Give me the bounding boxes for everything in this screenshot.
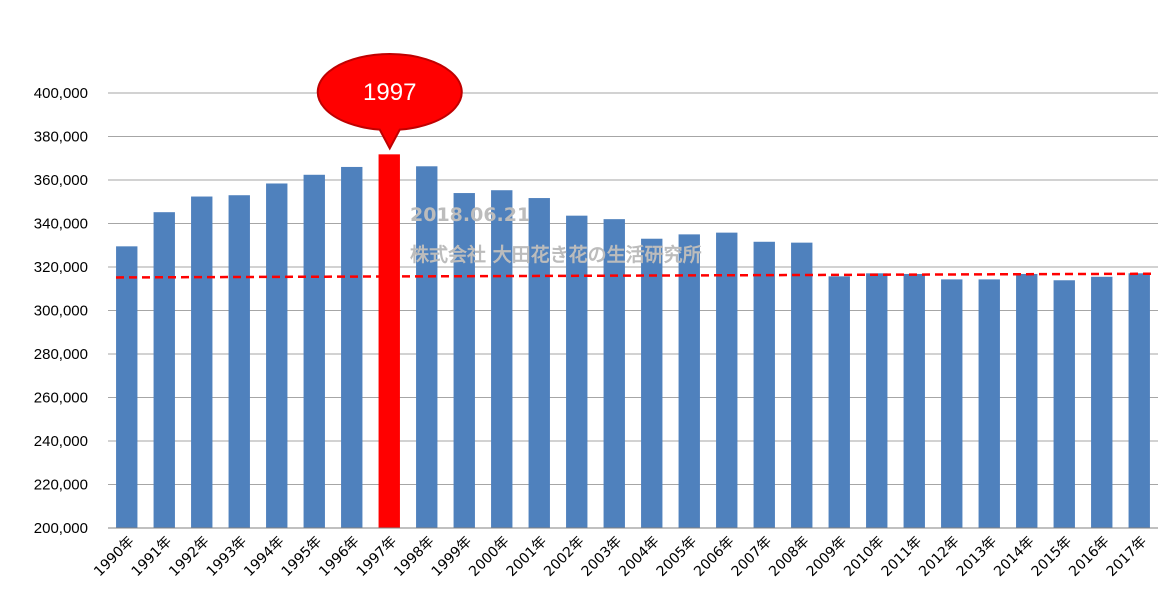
watermark-org: 株式会社 大田花き花の生活研究所 bbox=[410, 243, 702, 266]
callout-text: 1997 bbox=[363, 79, 416, 106]
y-tick-label: 220,000 bbox=[34, 477, 88, 494]
gridlines bbox=[108, 92, 1158, 529]
callout-bubble bbox=[316, 53, 463, 151]
y-axis-tick-labels: 200,000 220,000 240,000 260,000 280,000 300,0… bbox=[34, 85, 88, 537]
bar bbox=[753, 241, 775, 528]
bar bbox=[153, 212, 175, 528]
bar bbox=[678, 234, 700, 528]
y-tick-label: 260,000 bbox=[34, 390, 88, 407]
x-tick-label: 1990年 bbox=[91, 534, 137, 580]
bar bbox=[116, 246, 138, 528]
x-tick-label: 2011年 bbox=[879, 534, 925, 580]
bars bbox=[116, 154, 1150, 529]
bar bbox=[266, 183, 288, 529]
watermark-date: 2018.06.21 bbox=[410, 204, 530, 226]
x-tick-label: 2006年 bbox=[691, 534, 737, 580]
x-tick-label: 2000年 bbox=[466, 534, 512, 580]
x-tick-label: 2012年 bbox=[916, 534, 962, 580]
x-tick-label: 1995年 bbox=[279, 534, 325, 580]
bar bbox=[341, 166, 363, 528]
x-axis-tick-labels: 1990年1991年1992年1993年1994年1995年1996年1997年… bbox=[91, 534, 1150, 580]
y-tick-label: 400,000 bbox=[34, 85, 88, 102]
bar-highlighted bbox=[378, 154, 400, 528]
bar bbox=[416, 166, 438, 529]
x-tick-label: 2016年 bbox=[1066, 534, 1112, 580]
bar bbox=[191, 196, 213, 528]
watermark: 2018.06.21 株式会社 大田花き花の生活研究所 bbox=[410, 204, 702, 266]
x-tick-label: 1998年 bbox=[391, 534, 437, 580]
annotation-callout: 1997 bbox=[316, 53, 463, 151]
bar bbox=[641, 238, 663, 528]
bar bbox=[978, 279, 1000, 528]
bar bbox=[791, 242, 813, 528]
x-tick-label: 2001年 bbox=[504, 534, 550, 580]
x-tick-label: 2004年 bbox=[616, 534, 662, 580]
x-tick-label: 1994年 bbox=[241, 534, 287, 580]
bar bbox=[828, 276, 850, 528]
bar bbox=[941, 279, 963, 528]
x-tick-label: 2003年 bbox=[579, 534, 625, 580]
trend-line bbox=[115, 272, 1155, 279]
bar bbox=[566, 215, 588, 529]
y-tick-label: 300,000 bbox=[34, 303, 88, 320]
bar bbox=[1053, 280, 1075, 528]
x-tick-label: 2009年 bbox=[804, 534, 850, 580]
y-tick-label: 340,000 bbox=[34, 216, 88, 233]
x-tick-label: 2008年 bbox=[766, 534, 812, 580]
x-tick-label: 2005年 bbox=[654, 534, 700, 580]
x-tick-label: 1991年 bbox=[129, 534, 175, 580]
x-tick-label: 2002年 bbox=[541, 534, 587, 580]
x-tick-label: 2010年 bbox=[841, 534, 887, 580]
bar bbox=[716, 232, 738, 528]
bar bbox=[1128, 273, 1150, 528]
x-tick-label: 2007年 bbox=[729, 534, 775, 580]
x-tick-label: 1993年 bbox=[204, 534, 250, 580]
x-tick-label: 2017年 bbox=[1104, 534, 1150, 580]
x-tick-label: 2014年 bbox=[991, 534, 1037, 580]
x-tick-label: 1992年 bbox=[166, 534, 212, 580]
y-tick-label: 320,000 bbox=[34, 259, 88, 276]
bar bbox=[303, 174, 325, 528]
x-tick-label: 1999年 bbox=[429, 534, 475, 580]
bar bbox=[1016, 273, 1038, 528]
y-tick-label: 200,000 bbox=[34, 520, 88, 537]
bar bbox=[228, 195, 250, 528]
bar bbox=[528, 198, 550, 529]
bar bbox=[491, 190, 513, 528]
bar bbox=[1091, 276, 1113, 528]
y-tick-label: 380,000 bbox=[34, 129, 88, 146]
x-tick-label: 1997年 bbox=[354, 534, 400, 580]
x-tick-label: 2013年 bbox=[954, 534, 1000, 580]
y-tick-label: 360,000 bbox=[34, 172, 88, 189]
bar bbox=[903, 273, 925, 528]
x-tick-label: 1996年 bbox=[316, 534, 362, 580]
x-tick-label: 2015年 bbox=[1029, 534, 1075, 580]
y-tick-label: 280,000 bbox=[34, 346, 88, 363]
bar bbox=[866, 273, 888, 528]
bar bbox=[603, 219, 625, 528]
y-tick-label: 240,000 bbox=[34, 433, 88, 450]
